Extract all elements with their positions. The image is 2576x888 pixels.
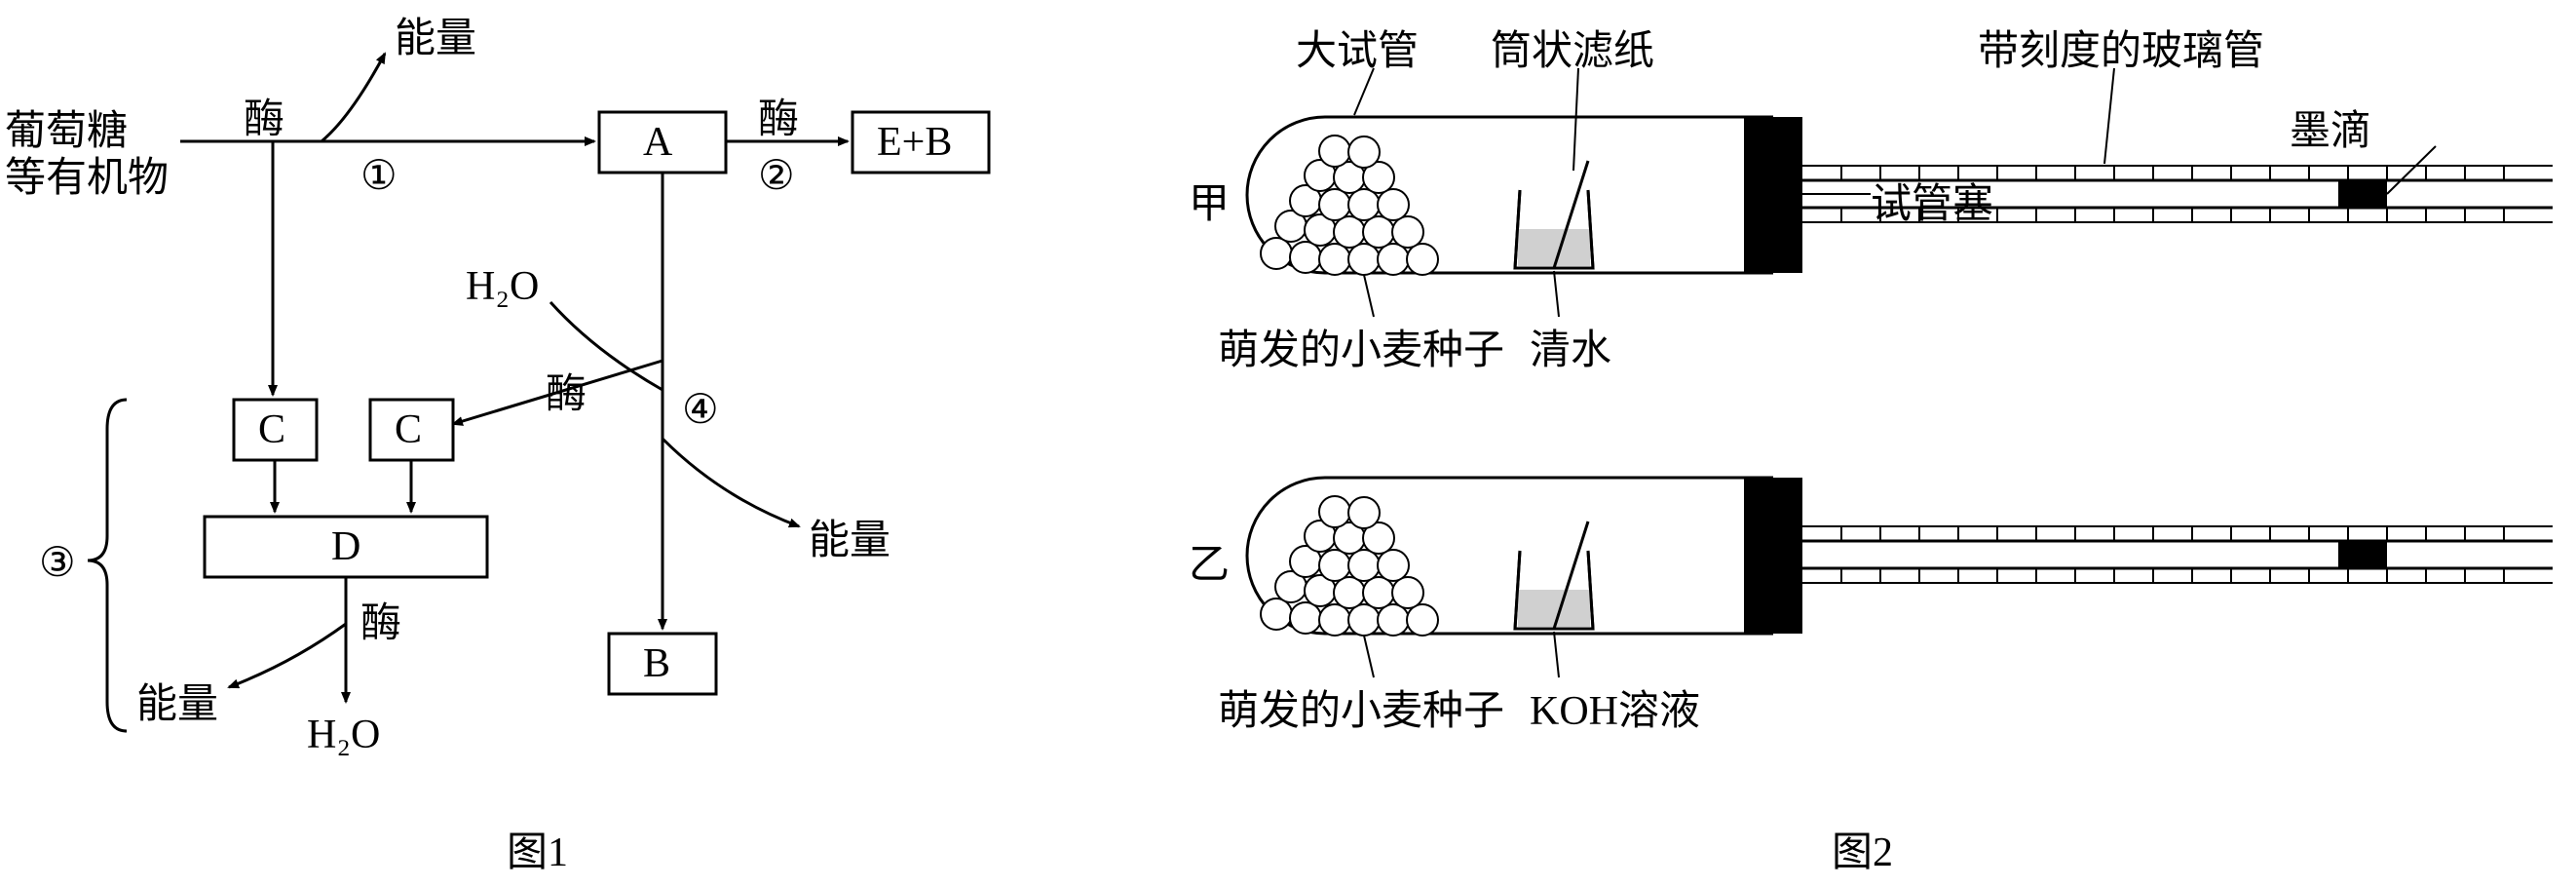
energy-top-label: 能量 bbox=[395, 5, 476, 64]
box-d-label: D bbox=[331, 523, 360, 570]
box-a-label: A bbox=[643, 119, 672, 166]
koh-label: KOH溶液 bbox=[1530, 677, 1700, 737]
grad-tube-label: 带刻度的玻璃管 bbox=[1978, 18, 2264, 77]
box-eb-label: E+B bbox=[877, 119, 952, 166]
figure-1-panel: 葡萄糖 等有机物 能量 酶 ① A 酶 ② E+B H₂O 酶 ④ 能量 B C… bbox=[0, 0, 1169, 888]
figure-1-svg bbox=[0, 0, 1169, 888]
figure-1-caption: 图1 bbox=[507, 819, 568, 878]
water-label: 清水 bbox=[1530, 317, 1611, 376]
enzyme-label-1: 酶 bbox=[244, 86, 284, 145]
tube-b-label: 乙 bbox=[1189, 531, 1230, 591]
glucose-label-2: 等有机物 bbox=[5, 144, 169, 204]
circle-1-label: ① bbox=[360, 151, 398, 200]
box-b-label: B bbox=[643, 640, 670, 687]
figure-2-caption: 图2 bbox=[1832, 819, 1893, 878]
big-tube-label: 大试管 bbox=[1296, 18, 1419, 77]
ink-drop-label: 墨滴 bbox=[2290, 97, 2371, 157]
stopper-label: 试管塞 bbox=[1871, 171, 1993, 230]
circle-3-label: ③ bbox=[39, 538, 76, 587]
energy-left-label: 能量 bbox=[136, 671, 218, 730]
enzyme-label-2: 酶 bbox=[758, 86, 799, 145]
enzyme-label-3: 酶 bbox=[360, 590, 401, 649]
tube-a-label: 甲 bbox=[1189, 171, 1230, 230]
seeds-b-label: 萌发的小麦种子 bbox=[1218, 677, 1504, 737]
box-c-left-label: C bbox=[258, 406, 285, 453]
h2o-in-label: H₂O bbox=[466, 263, 539, 310]
h2o-out-label: H₂O bbox=[307, 712, 380, 758]
filter-paper-label: 筒状滤纸 bbox=[1491, 18, 1654, 77]
figure-2-panel: 大试管 筒状滤纸 带刻度的玻璃管 甲 试管塞 墨滴 萌发的小麦种子 清水 乙 萌… bbox=[1169, 0, 2576, 888]
circle-2-label: ② bbox=[758, 151, 795, 200]
circle-4-label: ④ bbox=[682, 385, 719, 434]
energy-right-label: 能量 bbox=[809, 507, 890, 566]
seeds-a-label: 萌发的小麦种子 bbox=[1218, 317, 1504, 376]
apparatus-B bbox=[1247, 478, 2553, 677]
enzyme-label-4: 酶 bbox=[546, 361, 587, 420]
box-c-right-label: C bbox=[395, 406, 422, 453]
